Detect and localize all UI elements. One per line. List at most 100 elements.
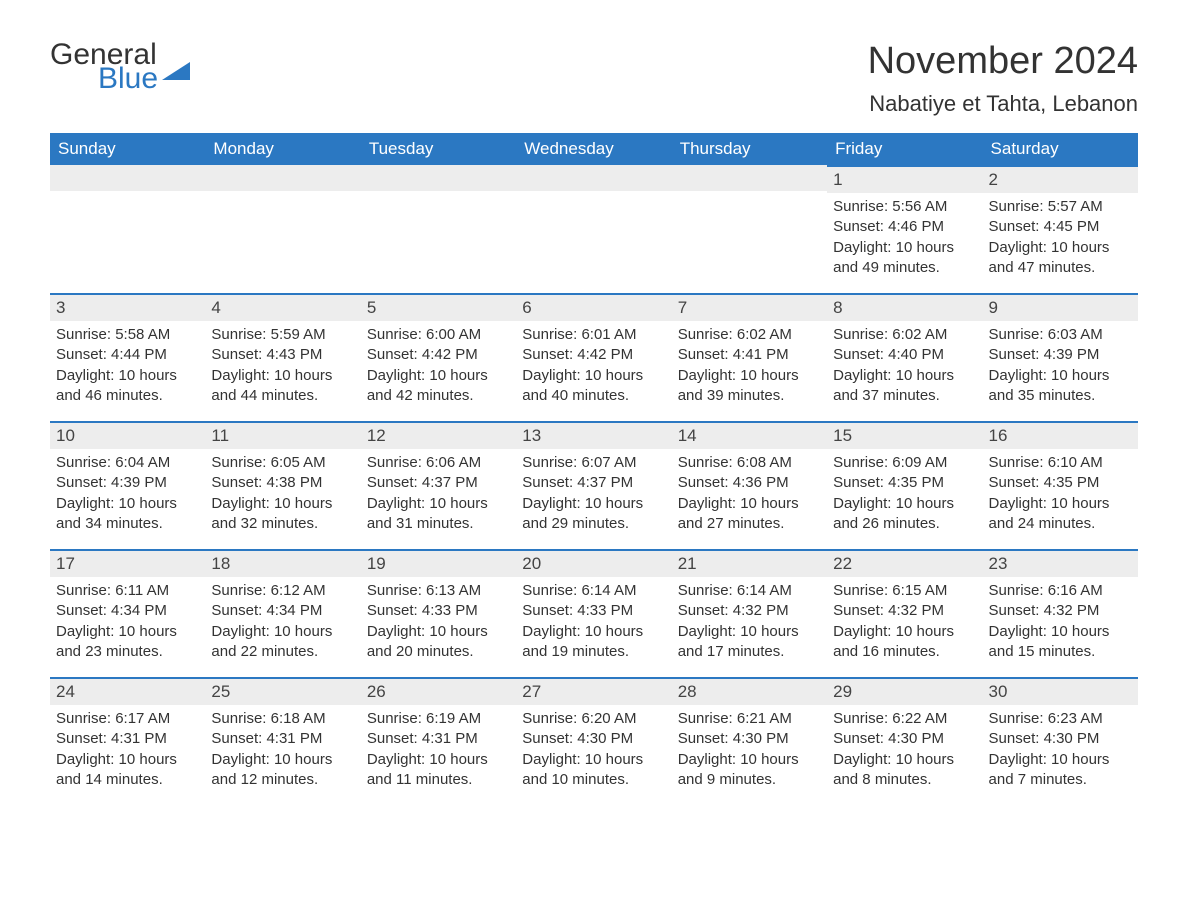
daylight-line: Daylight: 10 hours and 42 minutes. [367, 366, 510, 407]
sunrise-line: Sunrise: 6:20 AM [522, 709, 665, 729]
day-details: Sunrise: 6:09 AMSunset: 4:35 PMDaylight:… [827, 449, 982, 544]
sunrise-line: Sunrise: 6:05 AM [211, 453, 354, 473]
sunset-line: Sunset: 4:38 PM [211, 473, 354, 493]
daylight-line: Daylight: 10 hours and 24 minutes. [989, 494, 1132, 535]
calendar-cell: 13Sunrise: 6:07 AMSunset: 4:37 PMDayligh… [516, 421, 671, 549]
calendar-week-row: 24Sunrise: 6:17 AMSunset: 4:31 PMDayligh… [50, 677, 1138, 805]
day-header-monday: Monday [205, 133, 360, 165]
calendar-cell: 22Sunrise: 6:15 AMSunset: 4:32 PMDayligh… [827, 549, 982, 677]
sunset-line: Sunset: 4:45 PM [989, 217, 1132, 237]
empty-day-bar [361, 165, 516, 191]
daylight-line: Daylight: 10 hours and 12 minutes. [211, 750, 354, 791]
day-details: Sunrise: 6:14 AMSunset: 4:32 PMDaylight:… [672, 577, 827, 672]
sunrise-line: Sunrise: 6:01 AM [522, 325, 665, 345]
sunset-line: Sunset: 4:44 PM [56, 345, 199, 365]
daylight-line: Daylight: 10 hours and 32 minutes. [211, 494, 354, 535]
header: General Blue November 2024 Nabatiye et T… [50, 40, 1138, 127]
daylight-line: Daylight: 10 hours and 9 minutes. [678, 750, 821, 791]
calendar-cell [50, 165, 205, 293]
day-number: 12 [361, 421, 516, 449]
day-details: Sunrise: 6:01 AMSunset: 4:42 PMDaylight:… [516, 321, 671, 416]
daylight-line: Daylight: 10 hours and 37 minutes. [833, 366, 976, 407]
calendar-cell: 9Sunrise: 6:03 AMSunset: 4:39 PMDaylight… [983, 293, 1138, 421]
day-details: Sunrise: 5:56 AMSunset: 4:46 PMDaylight:… [827, 193, 982, 288]
day-details: Sunrise: 6:22 AMSunset: 4:30 PMDaylight:… [827, 705, 982, 800]
calendar-cell: 4Sunrise: 5:59 AMSunset: 4:43 PMDaylight… [205, 293, 360, 421]
sunrise-line: Sunrise: 6:11 AM [56, 581, 199, 601]
day-details: Sunrise: 6:10 AMSunset: 4:35 PMDaylight:… [983, 449, 1138, 544]
sunset-line: Sunset: 4:34 PM [56, 601, 199, 621]
sunset-line: Sunset: 4:39 PM [989, 345, 1132, 365]
sunset-line: Sunset: 4:31 PM [56, 729, 199, 749]
day-number: 26 [361, 677, 516, 705]
empty-day-bar [516, 165, 671, 191]
title-block: November 2024 Nabatiye et Tahta, Lebanon [868, 40, 1138, 127]
day-number: 24 [50, 677, 205, 705]
daylight-line: Daylight: 10 hours and 49 minutes. [833, 238, 976, 279]
calendar-cell: 8Sunrise: 6:02 AMSunset: 4:40 PMDaylight… [827, 293, 982, 421]
day-details: Sunrise: 6:04 AMSunset: 4:39 PMDaylight:… [50, 449, 205, 544]
calendar-cell: 21Sunrise: 6:14 AMSunset: 4:32 PMDayligh… [672, 549, 827, 677]
sunset-line: Sunset: 4:46 PM [833, 217, 976, 237]
calendar-cell: 29Sunrise: 6:22 AMSunset: 4:30 PMDayligh… [827, 677, 982, 805]
day-details: Sunrise: 6:00 AMSunset: 4:42 PMDaylight:… [361, 321, 516, 416]
calendar-cell: 12Sunrise: 6:06 AMSunset: 4:37 PMDayligh… [361, 421, 516, 549]
daylight-line: Daylight: 10 hours and 14 minutes. [56, 750, 199, 791]
calendar-cell: 3Sunrise: 5:58 AMSunset: 4:44 PMDaylight… [50, 293, 205, 421]
day-number: 20 [516, 549, 671, 577]
day-number: 18 [205, 549, 360, 577]
daylight-line: Daylight: 10 hours and 47 minutes. [989, 238, 1132, 279]
sunset-line: Sunset: 4:33 PM [522, 601, 665, 621]
day-details: Sunrise: 6:07 AMSunset: 4:37 PMDaylight:… [516, 449, 671, 544]
calendar-cell: 18Sunrise: 6:12 AMSunset: 4:34 PMDayligh… [205, 549, 360, 677]
daylight-line: Daylight: 10 hours and 16 minutes. [833, 622, 976, 663]
day-number: 3 [50, 293, 205, 321]
calendar-cell: 11Sunrise: 6:05 AMSunset: 4:38 PMDayligh… [205, 421, 360, 549]
calendar-cell: 6Sunrise: 6:01 AMSunset: 4:42 PMDaylight… [516, 293, 671, 421]
day-header-sunday: Sunday [50, 133, 205, 165]
sunset-line: Sunset: 4:32 PM [833, 601, 976, 621]
daylight-line: Daylight: 10 hours and 44 minutes. [211, 366, 354, 407]
day-details: Sunrise: 6:15 AMSunset: 4:32 PMDaylight:… [827, 577, 982, 672]
calendar-cell: 5Sunrise: 6:00 AMSunset: 4:42 PMDaylight… [361, 293, 516, 421]
day-header-friday: Friday [827, 133, 982, 165]
sunset-line: Sunset: 4:35 PM [833, 473, 976, 493]
daylight-line: Daylight: 10 hours and 8 minutes. [833, 750, 976, 791]
sunrise-line: Sunrise: 6:16 AM [989, 581, 1132, 601]
sunrise-line: Sunrise: 6:04 AM [56, 453, 199, 473]
sunrise-line: Sunrise: 6:17 AM [56, 709, 199, 729]
calendar-cell: 7Sunrise: 6:02 AMSunset: 4:41 PMDaylight… [672, 293, 827, 421]
calendar-cell: 1Sunrise: 5:56 AMSunset: 4:46 PMDaylight… [827, 165, 982, 293]
day-details: Sunrise: 6:02 AMSunset: 4:40 PMDaylight:… [827, 321, 982, 416]
sunrise-line: Sunrise: 6:21 AM [678, 709, 821, 729]
calendar-cell: 19Sunrise: 6:13 AMSunset: 4:33 PMDayligh… [361, 549, 516, 677]
calendar-cell: 15Sunrise: 6:09 AMSunset: 4:35 PMDayligh… [827, 421, 982, 549]
day-number: 6 [516, 293, 671, 321]
day-number: 2 [983, 165, 1138, 193]
day-header-tuesday: Tuesday [361, 133, 516, 165]
empty-day-bar [672, 165, 827, 191]
day-number: 19 [361, 549, 516, 577]
sunrise-line: Sunrise: 6:14 AM [678, 581, 821, 601]
day-details: Sunrise: 5:58 AMSunset: 4:44 PMDaylight:… [50, 321, 205, 416]
day-details: Sunrise: 6:02 AMSunset: 4:41 PMDaylight:… [672, 321, 827, 416]
day-number: 16 [983, 421, 1138, 449]
sunrise-line: Sunrise: 6:08 AM [678, 453, 821, 473]
sunset-line: Sunset: 4:30 PM [833, 729, 976, 749]
day-details: Sunrise: 6:18 AMSunset: 4:31 PMDaylight:… [205, 705, 360, 800]
calendar-week-row: 17Sunrise: 6:11 AMSunset: 4:34 PMDayligh… [50, 549, 1138, 677]
day-number: 23 [983, 549, 1138, 577]
sunset-line: Sunset: 4:39 PM [56, 473, 199, 493]
calendar-cell: 25Sunrise: 6:18 AMSunset: 4:31 PMDayligh… [205, 677, 360, 805]
sunset-line: Sunset: 4:30 PM [989, 729, 1132, 749]
day-number: 14 [672, 421, 827, 449]
day-details: Sunrise: 6:21 AMSunset: 4:30 PMDaylight:… [672, 705, 827, 800]
day-details: Sunrise: 5:59 AMSunset: 4:43 PMDaylight:… [205, 321, 360, 416]
day-details: Sunrise: 6:06 AMSunset: 4:37 PMDaylight:… [361, 449, 516, 544]
day-details: Sunrise: 6:08 AMSunset: 4:36 PMDaylight:… [672, 449, 827, 544]
calendar-cell [672, 165, 827, 293]
day-number: 7 [672, 293, 827, 321]
daylight-line: Daylight: 10 hours and 20 minutes. [367, 622, 510, 663]
sunset-line: Sunset: 4:35 PM [989, 473, 1132, 493]
daylight-line: Daylight: 10 hours and 26 minutes. [833, 494, 976, 535]
